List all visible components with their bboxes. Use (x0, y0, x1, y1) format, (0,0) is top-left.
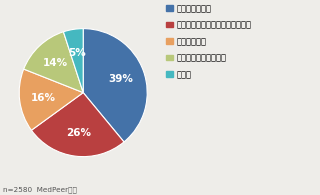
Wedge shape (19, 69, 83, 130)
Text: 26%: 26% (66, 128, 91, 138)
Text: 39%: 39% (109, 74, 133, 84)
Text: 16%: 16% (31, 93, 56, 103)
Wedge shape (24, 32, 83, 93)
Legend: 運転を禁止する, 認知症のランクに応じて禁止する, 説明のみ行う, 特に対応はしていない, その他: 運転を禁止する, 認知症のランクに応じて禁止する, 説明のみ行う, 特に対応はし… (166, 4, 252, 79)
Wedge shape (83, 29, 147, 142)
Text: 14%: 14% (43, 58, 68, 68)
Text: 5%: 5% (68, 48, 86, 58)
Wedge shape (63, 29, 83, 93)
Wedge shape (31, 93, 124, 157)
Text: n=2580  MedPeer調べ: n=2580 MedPeer調べ (3, 186, 77, 193)
